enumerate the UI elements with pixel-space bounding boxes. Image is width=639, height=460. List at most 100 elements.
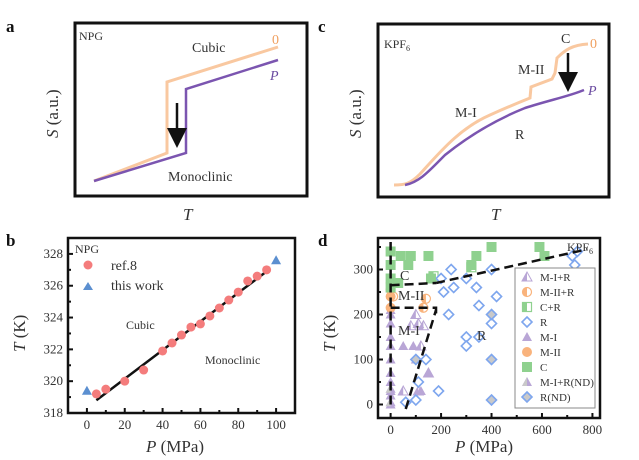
triangle-outline — [409, 308, 422, 319]
diamond-marker — [490, 290, 503, 303]
y-tick-label: 328 — [44, 246, 64, 261]
point-r — [472, 330, 486, 344]
panel-c-curve-0 — [393, 42, 589, 187]
point-r — [445, 263, 458, 276]
point-m-ii-r — [420, 293, 432, 304]
point-r-nd — [485, 353, 498, 366]
square-marker — [385, 260, 396, 270]
point-r — [470, 281, 483, 294]
square-marker — [486, 242, 497, 252]
panel-c-label-0: 0 — [590, 37, 597, 52]
point-r — [490, 290, 503, 303]
panel-b-tick-labels: 0 20 40 60 80 100 318 320 322 324 326 328 — [44, 246, 286, 432]
point-c — [539, 251, 550, 261]
point-c — [486, 242, 497, 252]
y-tick-label: 322 — [44, 341, 64, 356]
legend-label: M-I+R(ND) — [540, 377, 594, 389]
ref8-point — [262, 265, 272, 275]
x-tick-label: 800 — [583, 422, 603, 437]
point-c — [405, 251, 416, 261]
ref8-point — [139, 365, 149, 375]
panel-a-ylabel: S (a.u.) — [43, 89, 62, 138]
circle-marker — [522, 347, 532, 357]
ref8-point — [224, 295, 234, 305]
legend-marker-r — [520, 315, 534, 329]
point-r — [472, 299, 486, 312]
panel-b-monoclinic-label: Monoclinic — [205, 353, 260, 367]
triangle-marker — [408, 341, 419, 350]
panel-c-phase-r: R — [515, 128, 525, 143]
panel-c-label-p: P — [587, 84, 597, 99]
panel-a-frame — [73, 21, 309, 198]
legend-label: C+R — [540, 302, 562, 314]
panel-d-legend: M-I+R M-II+R C+R R M-I M-II C M-I+R(ND) R(ND) — [514, 267, 596, 409]
diamond-nd-marker — [409, 353, 422, 366]
ref8-point — [101, 384, 111, 394]
point-r — [442, 308, 455, 321]
panel-b-ylabel: T (K) — [10, 315, 29, 352]
panel-c-curve-p — [404, 88, 585, 187]
ref8-point — [91, 389, 101, 399]
point-c — [534, 242, 545, 252]
point-c — [385, 246, 396, 257]
legend-marker-m-i-r — [521, 270, 533, 282]
legend-marker-m-ii-r — [521, 286, 533, 298]
y-tick-label: 300 — [354, 262, 374, 277]
square-marker — [403, 260, 414, 270]
ref8-point — [195, 319, 205, 329]
point-m-i — [408, 341, 419, 350]
diamond-marker — [520, 315, 534, 329]
point-c — [423, 251, 434, 261]
point-r — [409, 393, 422, 407]
point-c — [393, 278, 404, 288]
panel-a-label-0: 0 — [272, 33, 279, 48]
legend-label-this-work: this work — [111, 279, 164, 294]
y-tick-label: 326 — [44, 278, 64, 293]
panel-a-monoclinic-label: Monoclinic — [168, 170, 233, 185]
diamond-nd-marker — [485, 353, 498, 366]
panel-label-a: a — [6, 17, 15, 36]
y-tick-label: 0 — [367, 397, 374, 412]
panel-d: d 0 200 400 600 800 0 100 200 300 C M-II M-I R K… — [318, 231, 602, 456]
ref8-point — [177, 330, 186, 340]
triangle-outline — [404, 319, 417, 331]
point-c — [395, 251, 406, 261]
square-marker — [534, 242, 545, 252]
y-tick-label: 100 — [354, 352, 374, 367]
diamond-marker — [409, 393, 422, 407]
panel-c-phase-mii: M-II — [518, 63, 545, 78]
ref8-point — [186, 322, 196, 332]
point-r-nd — [485, 393, 498, 407]
x-tick-label: 20 — [118, 417, 131, 432]
point-m-i — [385, 318, 396, 328]
ref8-point — [167, 338, 177, 348]
square-marker — [471, 251, 482, 261]
point-m-i-r — [397, 384, 410, 396]
diamond-marker — [419, 353, 433, 366]
panel-b-title: NPG — [75, 242, 99, 256]
legend-marker-c-r — [521, 301, 533, 313]
triangle-outline — [521, 270, 533, 282]
legend-label: M-II+R — [540, 287, 575, 299]
panel-d-title: KPF6 — [567, 240, 593, 256]
legend-label: M-I — [540, 332, 557, 344]
triangle-marker — [385, 332, 396, 341]
ref8-point — [158, 346, 168, 356]
x-tick-label: 200 — [431, 422, 451, 437]
square-marker — [393, 278, 404, 288]
panel-c-phase-mi: M-I — [455, 106, 477, 121]
square-marker — [425, 273, 436, 284]
ref8-point — [120, 376, 130, 386]
square-marker — [405, 251, 416, 261]
point-m-i-r — [404, 319, 417, 331]
legend-marker-m-i — [522, 332, 532, 341]
this-work-point — [81, 385, 92, 395]
panel-b-ref8-points — [91, 265, 272, 399]
panel-d-phase-mi: M-I — [398, 324, 420, 339]
x-tick-label: 40 — [156, 417, 169, 432]
point-c — [385, 260, 396, 270]
panel-c: c KPF6 C M-II M-I R 0 P T S (a.u.) — [318, 17, 611, 224]
square-marker — [522, 362, 532, 372]
square-marker — [423, 251, 434, 261]
panel-a-curve-0 — [93, 45, 279, 183]
